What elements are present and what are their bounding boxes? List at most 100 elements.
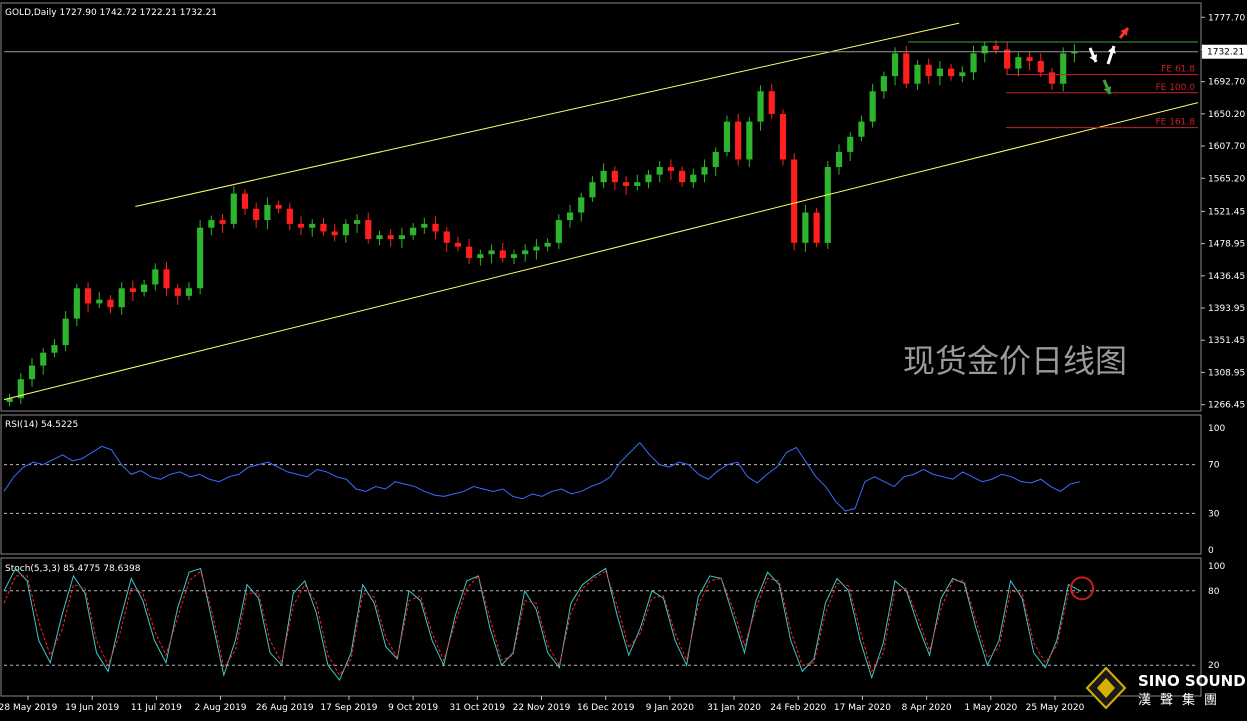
candle-body bbox=[62, 318, 69, 346]
stoch-series: 100 80 20 bbox=[3, 562, 1225, 682]
candle-body bbox=[488, 250, 495, 255]
logo-inner-icon bbox=[1097, 678, 1115, 698]
candle-body bbox=[914, 64, 921, 84]
candle-body bbox=[600, 170, 607, 183]
candle-body bbox=[286, 208, 293, 224]
candle-body bbox=[589, 182, 596, 198]
date-tick-label: 31 Jan 2020 bbox=[707, 703, 761, 713]
date-tick-label: 9 Oct 2019 bbox=[388, 703, 438, 713]
candle-body bbox=[1015, 57, 1022, 69]
candle-body bbox=[566, 212, 574, 221]
candle-body bbox=[342, 223, 349, 236]
stoch-tick-label: 100 bbox=[1208, 562, 1225, 572]
candle-body bbox=[768, 91, 775, 115]
candle-body bbox=[611, 170, 618, 183]
rsi-series: 100 70 30 0 bbox=[3, 424, 1225, 556]
down-arrow-green-icon-head bbox=[1103, 86, 1112, 94]
date-axis: 28 May 2019 19 Jun 2019 11 Jul 2019 2 Aug 2… bbox=[0, 696, 1085, 713]
candle-body bbox=[667, 167, 674, 171]
candle-body bbox=[253, 208, 260, 221]
candle-body bbox=[466, 246, 473, 258]
candle-body bbox=[746, 121, 753, 160]
price-tick-label: 1565.20 bbox=[1208, 174, 1245, 184]
candle-body bbox=[152, 269, 159, 285]
candle-body bbox=[679, 170, 686, 183]
candle-body bbox=[275, 204, 282, 209]
candle-body bbox=[824, 167, 831, 243]
date-tick-label: 11 Jul 2019 bbox=[131, 703, 182, 713]
candle-body bbox=[970, 53, 977, 73]
candle-body bbox=[690, 174, 697, 183]
candle-body bbox=[723, 121, 731, 152]
stoch-panel bbox=[0, 557, 1202, 697]
candle-body bbox=[1026, 57, 1033, 61]
candle-body bbox=[880, 76, 887, 92]
candle-body bbox=[51, 345, 58, 353]
candle-body bbox=[656, 167, 663, 175]
candle-body bbox=[802, 212, 809, 243]
candle-body bbox=[241, 193, 249, 209]
candle-body bbox=[555, 220, 562, 243]
candle-body bbox=[835, 151, 843, 168]
candle-body bbox=[510, 254, 518, 258]
candle-body bbox=[28, 365, 36, 380]
candle-body bbox=[84, 288, 92, 304]
candle-body bbox=[735, 121, 742, 160]
candle-body bbox=[264, 204, 271, 221]
current-price-label: 1732.21 bbox=[1207, 48, 1244, 58]
candle-body bbox=[645, 174, 652, 183]
candle-body bbox=[219, 220, 226, 224]
candle-body bbox=[297, 223, 305, 228]
candle-body bbox=[791, 159, 798, 243]
date-tick-label: 8 Apr 2020 bbox=[902, 703, 952, 713]
date-tick-label: 16 Dec 2019 bbox=[577, 703, 635, 713]
fib-level-label: FE 161.8 bbox=[1156, 118, 1196, 128]
date-tick-label: 2 Aug 2019 bbox=[195, 703, 247, 713]
candle-body bbox=[387, 235, 394, 240]
channel-lower-line bbox=[3, 102, 1199, 401]
rsi-line bbox=[3, 441, 1081, 512]
candle-body bbox=[1060, 53, 1067, 84]
candle-body bbox=[185, 288, 193, 296]
candle-body bbox=[869, 91, 876, 122]
rsi-tick-label: 70 bbox=[1208, 461, 1220, 471]
down-arrow-white-icon-head bbox=[1089, 54, 1098, 62]
candle-body bbox=[353, 220, 361, 224]
rsi-tick-label: 100 bbox=[1208, 424, 1225, 434]
price-series: FE 61.8 FE 100.0 FE 161.8 bbox=[3, 22, 1199, 407]
candle-body bbox=[499, 250, 506, 258]
logo-brand-cn: 漢聲集團 bbox=[1138, 692, 1226, 708]
candle-body bbox=[6, 398, 13, 402]
date-tick-label: 1 May 2020 bbox=[964, 703, 1017, 713]
candle-body bbox=[779, 114, 787, 160]
candle-body bbox=[421, 223, 428, 228]
candle-body bbox=[981, 45, 988, 54]
candle-body bbox=[230, 193, 237, 224]
candle-body bbox=[1048, 72, 1056, 84]
rsi-title: RSI(14) 54.5225 bbox=[5, 420, 78, 430]
candle-body bbox=[757, 91, 764, 122]
price-tick-label: 1351.45 bbox=[1208, 336, 1245, 346]
candle-body bbox=[1004, 49, 1011, 69]
stoch-tick-label: 20 bbox=[1208, 661, 1220, 671]
sino-sound-logo: SINO SOUND 漢聲集團 bbox=[1085, 666, 1246, 710]
candle-body bbox=[73, 288, 80, 319]
candle-body bbox=[443, 231, 450, 243]
date-tick-label: 9 Jan 2020 bbox=[646, 703, 694, 713]
candle-body bbox=[40, 352, 47, 366]
candle-body bbox=[578, 197, 585, 213]
rsi-tick-label: 0 bbox=[1208, 546, 1214, 556]
candle-body bbox=[96, 299, 103, 304]
fib-level-label: FE 61.8 bbox=[1161, 65, 1195, 75]
price-tick-label: 1777.70 bbox=[1208, 13, 1245, 23]
date-tick-label: 17 Mar 2020 bbox=[834, 703, 891, 713]
candle-body bbox=[1071, 51, 1078, 54]
candle-body bbox=[533, 246, 540, 251]
candle-body bbox=[107, 299, 114, 308]
candle-body bbox=[174, 288, 181, 296]
price-tick-label: 1436.45 bbox=[1208, 272, 1245, 282]
stoch-signal-line bbox=[3, 570, 1081, 677]
date-tick-label: 28 May 2019 bbox=[0, 703, 58, 713]
